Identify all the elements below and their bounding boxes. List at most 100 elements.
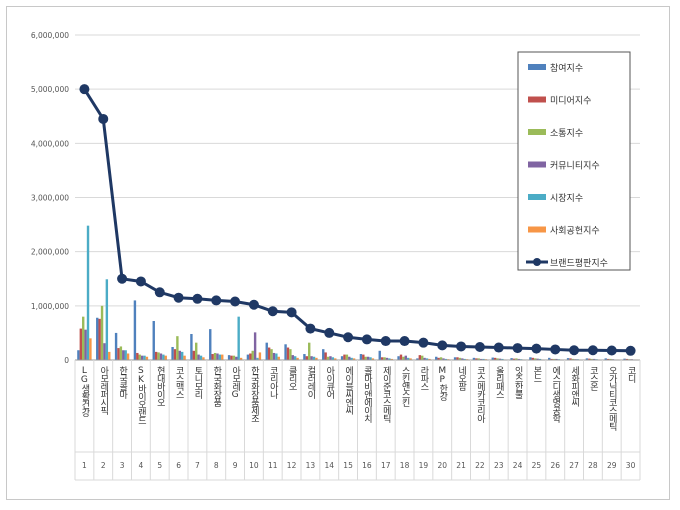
legend-label: 커뮤니티지수 [550,161,600,172]
bar-미디어지수 [456,357,459,360]
bar-소통지수 [270,349,273,360]
bar-소통지수 [590,358,593,360]
bar-미디어지수 [305,356,309,360]
index-label: 2 [101,461,106,470]
index-label: 29 [607,461,617,470]
bar-커뮤니티지수 [536,358,539,360]
bar-시장지수 [406,357,410,360]
index-label: 20 [437,461,447,470]
bar-미디어지수 [569,358,572,360]
bar-미디어지수 [475,358,478,360]
line-point [173,292,184,303]
index-label: 28 [588,461,598,470]
category-label: 제이준코스메틱 [381,366,391,424]
index-label: 22 [475,461,485,470]
line-point [550,344,561,355]
bar-소통지수 [119,346,123,360]
category-label: 콜마비앤에이치 [362,366,372,424]
bar-시장지수 [237,316,240,360]
line-point [324,327,335,338]
bar-사회공헌지수 [409,358,412,360]
bar-시장지수 [350,357,353,360]
bar-참여지수 [246,354,250,360]
index-label: 13 [306,461,316,470]
index-label: 23 [494,461,504,470]
bar-참여지수 [604,358,607,360]
bar-커뮤니티지수 [103,343,106,360]
bar-소통지수 [552,358,556,360]
bar-소통지수 [176,336,179,360]
category-label: 본느 [531,366,541,382]
bar-시장지수 [124,350,127,360]
category-label: 세화피앤씨 [569,366,579,407]
line-point [267,306,278,317]
x-axis: LG생활건강 1 아모레퍼시픽 2 한국콜마 3 SK바이오랜드 4 현대바이오 5 코스맥스 6 토니… [74,359,641,481]
bar-소통지수 [571,358,575,360]
category-label: 코스메카코리아 [475,366,485,424]
y-tick-label: 5,000,000 [31,85,69,94]
bar-사회공헌지수 [108,351,111,360]
category-label: MP한강 [437,366,447,401]
bar-참여지수 [284,344,287,360]
bar-소통지수 [308,342,311,360]
legend-label: 소통지수 [550,128,583,139]
category-label: 컬러레이 [305,366,315,400]
bar-커뮤니티지수 [555,358,558,360]
bar-참여지수 [303,354,306,360]
bar-미디어지수 [588,358,591,360]
bar-참여지수 [227,355,231,360]
bar-미디어지수 [117,348,120,360]
bar-시장지수 [444,358,448,360]
bar-커뮤니티지수 [385,357,389,360]
bar-참여지수 [96,317,99,360]
bar-참여지수 [548,357,551,360]
line-point [512,343,523,354]
bar-미디어지수 [230,355,233,360]
category-label: 아모레퍼시픽 [98,366,108,416]
line-point [380,336,391,347]
bar-커뮤니티지수 [140,355,144,360]
line-point [230,296,241,307]
bar-미디어지수 [249,353,252,360]
category-label: 에스디생명공학 [550,366,560,424]
index-label: 18 [400,461,410,470]
line-point [343,332,354,343]
bar-소통지수 [345,354,349,360]
bar-시장지수 [275,353,278,360]
line-point [117,273,128,284]
legend-box [517,51,631,271]
bar-소통지수 [138,354,141,360]
bar-사회공헌지수 [315,357,318,360]
bar-사회공헌지수 [352,358,356,360]
bar-커뮤니티지수 [272,352,276,360]
bar-시장지수 [388,358,391,360]
index-label: 12 [287,461,297,470]
line-point [192,293,203,304]
bar-소통지수 [232,355,236,360]
category-label: 아이큐어 [324,366,334,400]
bar-참여지수 [529,357,532,360]
bar-참여지수 [491,357,494,360]
bar-미디어지수 [286,347,290,360]
bar-미디어지수 [192,350,196,360]
bar-커뮤니티지수 [197,354,200,360]
bar-커뮤니티지수 [216,353,219,360]
bar-시장지수 [143,355,146,360]
bar-참여지수 [585,358,589,360]
index-label: 5 [157,461,162,470]
line-point [474,342,485,352]
bar-시장지수 [180,351,184,360]
line-point [361,334,372,345]
bar-사회공헌지수 [145,356,149,360]
line-point [286,307,297,318]
index-label: 19 [419,461,429,470]
index-label: 26 [550,461,560,470]
category-label: 한국콜마 [117,366,127,400]
legend-label: 미디어지수 [550,96,591,107]
bar-사회공헌지수 [428,358,431,360]
index-label: 10 [249,461,259,470]
category-label: 코스온 [588,366,598,391]
bar-사회공헌지수 [202,357,205,360]
bar-미디어지수 [380,357,384,360]
